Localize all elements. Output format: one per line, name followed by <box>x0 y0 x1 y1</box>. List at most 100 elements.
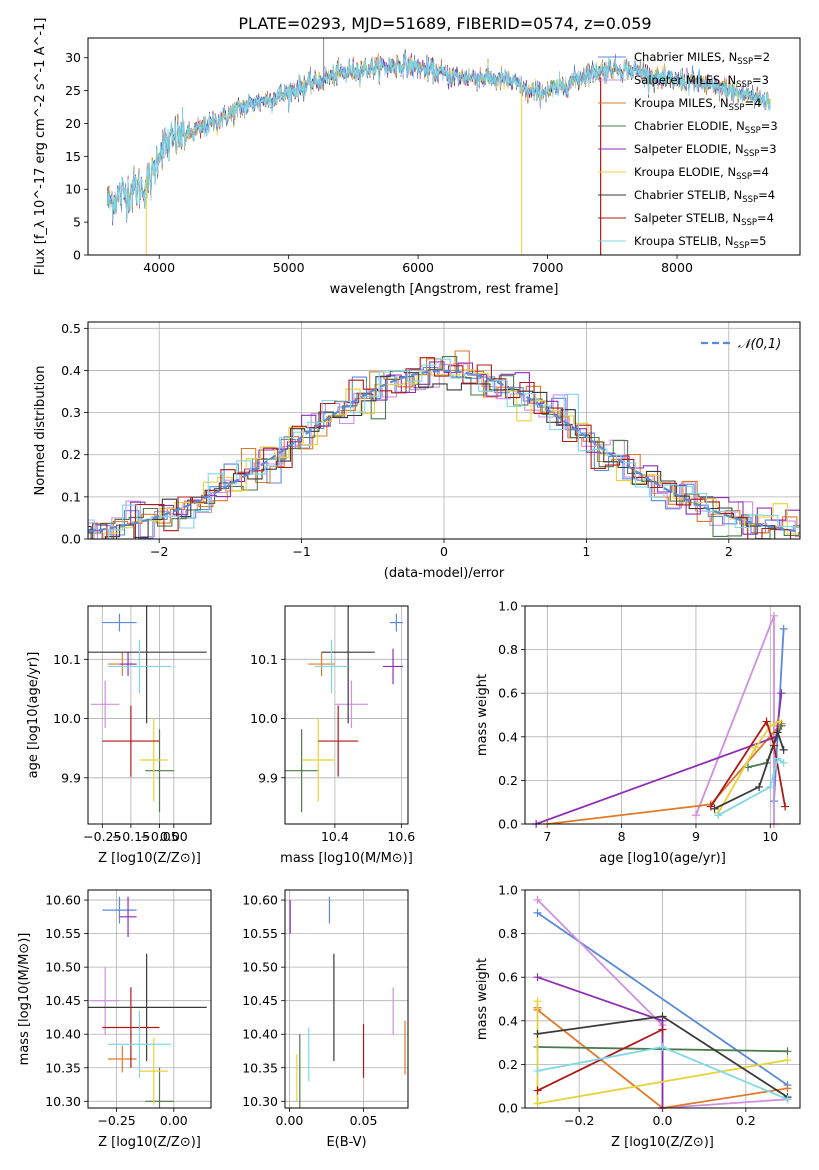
y-tick-label: 1.0 <box>498 599 518 614</box>
y-axis-label: age [log10(age/yr)] <box>26 652 41 779</box>
y-tick-label: 0.6 <box>498 970 518 985</box>
panel-age-vs-mass: 10.4 10.6 9.9 10.0 10.1 mass [log10(M/M⊙)] <box>250 605 415 866</box>
x-tick-label: 6000 <box>402 260 434 275</box>
y-tick-label: 0.3 <box>61 405 81 420</box>
y-tick-label: 30 <box>65 50 81 65</box>
weight-marker <box>533 973 542 982</box>
weight-marker <box>779 745 788 754</box>
gaussian-reference-line <box>88 369 800 533</box>
y-tick-label: 10.1 <box>250 652 278 667</box>
y-tick-label: 9.9 <box>61 770 81 785</box>
histogram-kroupa-elodie <box>88 369 800 539</box>
weight-marker <box>783 1095 792 1104</box>
x-axis-label: mass [log10(M/M⊙)] <box>280 851 413 866</box>
weight-marker <box>775 717 784 726</box>
weight-line-salpeter-stelib <box>710 719 786 808</box>
weight-line-salpeter-elodie <box>535 693 783 824</box>
x-tick-label: 8 <box>618 829 626 844</box>
y-tick-label: 10.55 <box>242 926 278 941</box>
panel-weight-vs-age: 7 8 9 10 0.0 0.2 0.4 0.6 0.8 1.0 age [log10(age/yr… <box>475 599 801 866</box>
x-tick-label: −2 <box>150 544 168 559</box>
y-tick-label: 5 <box>73 215 81 230</box>
y-tick-label: 15 <box>65 149 81 164</box>
legend-label: Chabrier MILES, NSSP=2 <box>634 50 770 67</box>
y-tick-label: 10.35 <box>242 1060 278 1075</box>
y-tick-label: 25 <box>65 83 81 98</box>
panel-mass-vs-ebv: 0.00 0.05 10.30 10.35 10.40 10.45 10.50 10.55 10… <box>242 889 409 1150</box>
weight-line-salpeter-miles <box>695 615 775 824</box>
weight-marker <box>533 1086 542 1095</box>
y-tick-label: 10.55 <box>45 926 81 941</box>
legend-label: Salpeter ELODIE, NSSP=3 <box>634 142 777 159</box>
y-axis-label: mass weight <box>475 674 490 756</box>
x-tick-label: 4000 <box>143 260 175 275</box>
weight-marker <box>762 717 771 726</box>
axes-frame <box>87 321 801 540</box>
weight-marker <box>533 997 542 1006</box>
x-tick-label: 0 <box>440 544 448 559</box>
weight-marker <box>706 802 715 811</box>
panel-residuals: −2 −1 0 1 2 0.0 0.1 0.2 0.3 0.4 0.5 (data-model)/er… <box>33 321 801 581</box>
weight-line-kroupa-stelib <box>717 757 785 817</box>
legend-label: Salpeter MILES, NSSP=3 <box>634 73 769 90</box>
y-tick-label: 10.50 <box>242 960 278 975</box>
x-axis-label: E(B-V) <box>326 1135 366 1150</box>
x-tick-label: 5000 <box>273 260 305 275</box>
y-tick-label: 10.40 <box>242 1027 278 1042</box>
weight-line-salpeter-stelib <box>537 1028 663 1092</box>
panel-weight-vs-Z: −0.2 0.0 0.2 0.0 0.2 0.4 0.6 0.8 1.0 Z [log10(Z/Z… <box>475 883 801 1150</box>
weight-marker <box>777 689 786 698</box>
x-tick-label: 10.6 <box>387 829 415 844</box>
x-tick-label: 7 <box>543 829 551 844</box>
legend-label: Salpeter STELIB, NSSP=4 <box>634 211 774 228</box>
weight-marker <box>779 624 788 633</box>
weight-line-chabrier-stelib <box>714 729 785 810</box>
x-tick-label: 0.00 <box>160 1113 188 1128</box>
weight-marker <box>743 763 752 772</box>
weight-line-kroupa-miles <box>547 723 783 824</box>
x-tick-label: 9 <box>692 829 700 844</box>
legend-label: Chabrier ELODIE, NSSP=3 <box>634 119 778 136</box>
x-tick-label: 0.05 <box>350 1113 378 1128</box>
y-tick-label: 1.0 <box>498 883 518 898</box>
x-axis-label: Z [log10(Z/Z⊙)] <box>98 851 201 866</box>
legend-label: 𝒩(0,1) <box>738 337 781 352</box>
x-axis-label: Z [log10(Z/Z⊙)] <box>611 1135 714 1150</box>
x-tick-label: −0.15 <box>112 829 150 844</box>
x-axis-label: Z [log10(Z/Z⊙)] <box>98 1135 201 1150</box>
x-tick-label: 0.00 <box>276 1113 304 1128</box>
x-tick-label: −0.25 <box>97 1113 135 1128</box>
weight-marker <box>533 1029 542 1038</box>
weight-marker <box>714 811 723 820</box>
y-axis-label: mass [log10(M/M⊙)] <box>17 933 32 1066</box>
y-tick-label: 10.30 <box>242 1094 278 1109</box>
weight-marker <box>781 802 790 811</box>
axes-frame <box>87 605 212 825</box>
weight-marker <box>755 782 764 791</box>
axes-frame <box>284 605 409 825</box>
weight-line-salpeter-elodie <box>537 976 664 1108</box>
y-tick-label: 10.50 <box>45 960 81 975</box>
y-tick-label: 0.0 <box>498 817 518 832</box>
histogram-kroupa-stelib <box>88 358 800 539</box>
panel-age-vs-Z: −0.25−0.15−0.050.00 9.9 10.0 10.1 Z [log10(Z… <box>26 605 212 866</box>
x-tick-label: 10.4 <box>321 829 349 844</box>
y-tick-label: 0.2 <box>498 773 518 788</box>
x-tick-label: −0.2 <box>564 1113 594 1128</box>
spectrum-line-kroupa-stelib <box>107 52 771 222</box>
weight-marker <box>658 1012 667 1021</box>
x-axis-label: wavelength [Angstrom, rest frame] <box>330 282 559 297</box>
x-tick-label: 0.00 <box>160 829 188 844</box>
y-tick-label: 0.0 <box>61 532 81 547</box>
weight-marker <box>777 721 786 730</box>
y-tick-label: 20 <box>65 116 81 131</box>
weight-marker <box>751 743 760 752</box>
spectrum-legend: Chabrier MILES, NSSP=2 Salpeter MILES, NS… <box>598 50 778 251</box>
y-tick-label: 10.45 <box>45 993 81 1008</box>
legend-label: Kroupa STELIB, NSSP=5 <box>634 234 766 251</box>
legend-label: Kroupa ELODIE, NSSP=4 <box>634 165 769 182</box>
axes-frame <box>87 889 212 1109</box>
y-tick-label: 0.4 <box>498 729 518 744</box>
weight-marker <box>779 758 788 767</box>
y-axis-label: Flux [f_λ 10^-17 erg cm^-2 s^-1 A^-1] <box>33 18 48 276</box>
